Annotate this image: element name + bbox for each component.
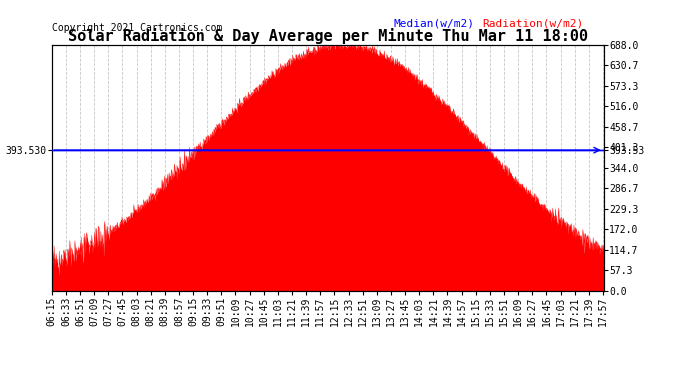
Text: Copyright 2021 Cartronics.com: Copyright 2021 Cartronics.com	[52, 23, 222, 33]
Text: Radiation(w/m2): Radiation(w/m2)	[482, 18, 584, 28]
Text: Median(w/m2): Median(w/m2)	[394, 18, 475, 28]
Title: Solar Radiation & Day Average per Minute Thu Mar 11 18:00: Solar Radiation & Day Average per Minute…	[68, 28, 588, 44]
